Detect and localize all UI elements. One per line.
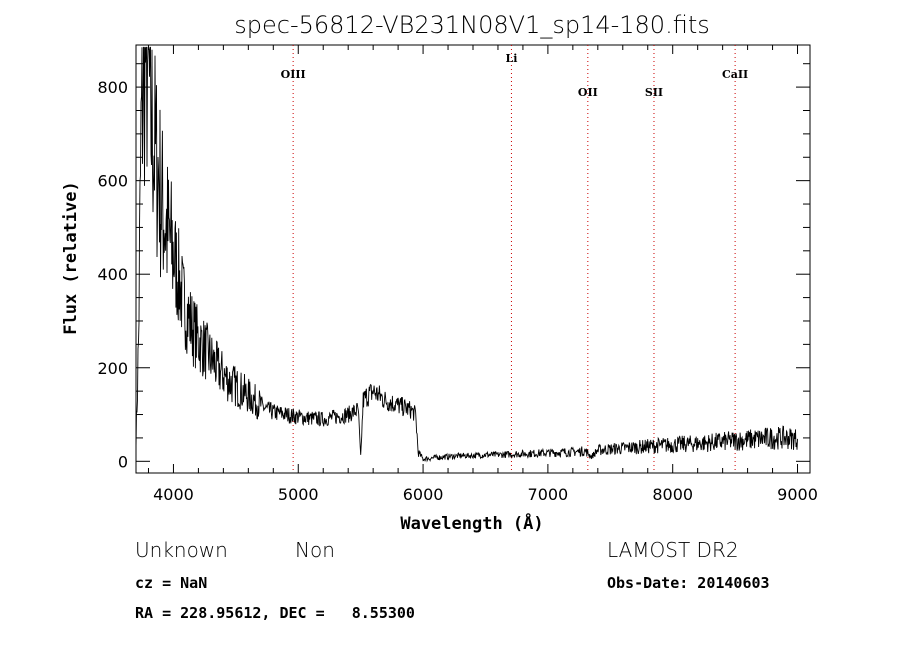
line-label-caii: CaII: [722, 68, 748, 81]
y-tick-label: 400: [97, 265, 128, 284]
coordinates-text: RA = 228.95612, DEC = 8.55300: [135, 604, 415, 622]
x-tick-label: 6000: [403, 485, 444, 504]
y-axis-ticks: 0 200 400 600 800: [97, 63, 810, 471]
object-class: Unknown: [135, 538, 228, 562]
y-tick-label: 800: [97, 78, 128, 97]
x-axis-ticks: 4000 5000 6000 7000 8000 9000: [147, 45, 818, 504]
plot-frame: [135, 44, 811, 474]
redshift-text: cz = NaN: [135, 574, 208, 592]
x-tick-label: 5000: [278, 485, 319, 504]
chart-title: spec-56812-VB231N08V1_sp14-180.fits: [234, 11, 710, 39]
emission-line-markers: OIII Li OII SII CaII: [281, 45, 748, 473]
spectrum-line: [135, 46, 798, 463]
obs-date-text: Obs-Date: 20140603: [607, 574, 770, 592]
x-axis-label: Wavelength (Å): [400, 511, 543, 534]
y-tick-label: 0: [118, 452, 128, 471]
line-label-li: Li: [505, 52, 517, 65]
x-tick-label: 7000: [528, 485, 569, 504]
spectrum-series: [135, 46, 798, 463]
line-label-sii: SII: [645, 86, 663, 99]
y-axis-label: Flux (relative): [61, 181, 81, 335]
y-tick-label: 200: [97, 359, 128, 378]
object-subclass: Non: [295, 538, 335, 562]
survey-label: LAMOST DR2: [607, 538, 739, 562]
plot-border: [135, 44, 811, 474]
x-tick-label: 9000: [777, 485, 818, 504]
line-label-oii: OII: [578, 86, 598, 99]
x-tick-label: 8000: [652, 485, 693, 504]
line-label-oiii: OIII: [281, 68, 306, 81]
x-tick-label: 4000: [153, 485, 194, 504]
y-tick-label: 600: [97, 172, 128, 191]
